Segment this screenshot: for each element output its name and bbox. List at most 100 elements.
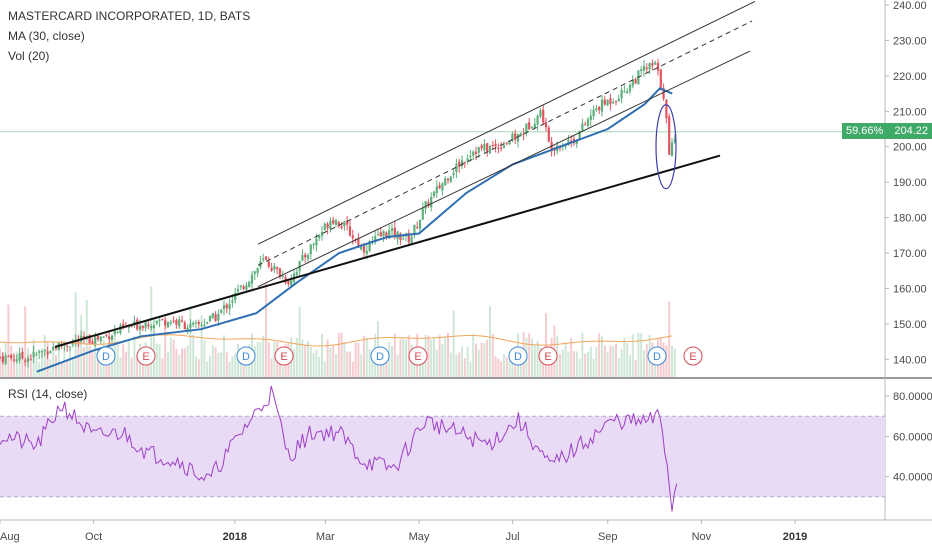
- candle-body: [393, 227, 396, 237]
- volume-bar: [500, 361, 503, 377]
- candle-body: [189, 323, 192, 328]
- volume-bar: [29, 353, 32, 377]
- volume-bar: [167, 352, 169, 377]
- candle-body: [382, 231, 385, 236]
- volume-bar: [391, 345, 393, 377]
- volume-bar: [189, 306, 192, 377]
- dividend-marker: [236, 346, 256, 366]
- legend-symbol: MASTERCARD INCORPORATED, 1D, BATS: [8, 9, 251, 23]
- earnings-marker: [274, 346, 294, 366]
- volume-bar: [60, 361, 63, 377]
- candle-body: [595, 108, 598, 111]
- candle-body: [502, 144, 506, 148]
- candle-body: [194, 322, 198, 324]
- volume-bar: [511, 354, 514, 377]
- candle-body: [665, 99, 668, 119]
- candle-body: [432, 191, 436, 196]
- volume-bar: [91, 350, 94, 377]
- event-marker-label: E: [414, 351, 421, 363]
- candle-body: [318, 235, 321, 239]
- volume-bar: [150, 286, 153, 377]
- candle-body: [446, 178, 450, 181]
- volume-bar: [49, 359, 52, 377]
- candle-body: [427, 202, 430, 207]
- date-tick-label: Sep: [598, 531, 618, 543]
- candle-body: [460, 160, 464, 166]
- volume-bar: [206, 361, 209, 377]
- candle-body: [634, 79, 637, 84]
- candle-body: [662, 88, 665, 99]
- candle-body: [250, 274, 254, 284]
- volume-bar: [357, 343, 360, 377]
- candle-body: [656, 62, 660, 71]
- volume-bar: [332, 345, 335, 377]
- candle-body: [32, 351, 35, 358]
- volume-bar: [399, 339, 402, 377]
- candle-body: [214, 314, 217, 322]
- volume-bar: [349, 351, 351, 377]
- volume-bar: [178, 355, 181, 377]
- candle-body: [407, 232, 410, 243]
- candle-body: [248, 281, 251, 288]
- candle-body: [340, 226, 343, 228]
- candle-body: [525, 123, 528, 134]
- volume-bar: [497, 358, 500, 377]
- candle-body: [7, 355, 10, 357]
- candle-body: [455, 163, 458, 173]
- candle-body: [236, 289, 240, 292]
- volume-bar: [127, 339, 130, 377]
- legend-vol: Vol (20): [8, 49, 50, 63]
- candle-body: [421, 208, 424, 220]
- volume-bar: [561, 349, 564, 377]
- earnings-marker: [538, 346, 558, 366]
- candle-body: [315, 238, 318, 246]
- volume-bar: [122, 344, 125, 377]
- price-tick-label: 160.00: [893, 283, 927, 295]
- volume-bar: [528, 332, 531, 377]
- candle-body: [113, 330, 116, 335]
- volume-bar: [368, 349, 371, 377]
- volume-bar: [211, 345, 214, 377]
- candle-body: [94, 337, 97, 346]
- candle-body: [343, 221, 346, 227]
- volume-bar: [315, 349, 318, 377]
- candle-body: [346, 220, 349, 225]
- volume-bar: [455, 354, 458, 377]
- volume-bar: [172, 339, 175, 377]
- volume-bar: [458, 352, 461, 377]
- volume-bar: [57, 343, 60, 377]
- candle-body: [130, 326, 133, 328]
- price-pct: 59.66%: [846, 125, 884, 137]
- candle-body: [528, 122, 531, 130]
- candle-body: [516, 134, 520, 142]
- volume-bar: [259, 342, 262, 377]
- candle-body: [640, 69, 643, 72]
- volume-bar: [578, 358, 581, 377]
- volume-bar: [295, 337, 298, 377]
- volume-bar: [533, 344, 536, 377]
- earnings-marker: [408, 346, 428, 366]
- volume-bar: [181, 348, 183, 377]
- price-tick-label: 220.00: [893, 71, 927, 83]
- candle-body: [575, 140, 578, 144]
- volume-bar: [35, 355, 38, 377]
- volume-bar: [441, 344, 444, 377]
- volume-bar: [18, 354, 21, 377]
- candle-body: [592, 109, 595, 117]
- candle-body: [474, 151, 478, 154]
- price-tick-label: 210.00: [893, 106, 927, 118]
- volume-bar: [125, 351, 127, 377]
- candle-body: [533, 123, 536, 129]
- price-tick-label: 240.00: [893, 0, 927, 12]
- candle-body: [357, 239, 360, 248]
- candle-body: [276, 267, 279, 270]
- candle-body: [228, 304, 231, 310]
- candle-body: [609, 98, 612, 105]
- volume-bar: [1, 353, 4, 377]
- candle-body: [138, 325, 142, 331]
- price-tick-label: 180.00: [893, 213, 927, 225]
- volume-bar: [329, 347, 332, 377]
- volume-bar: [637, 333, 640, 377]
